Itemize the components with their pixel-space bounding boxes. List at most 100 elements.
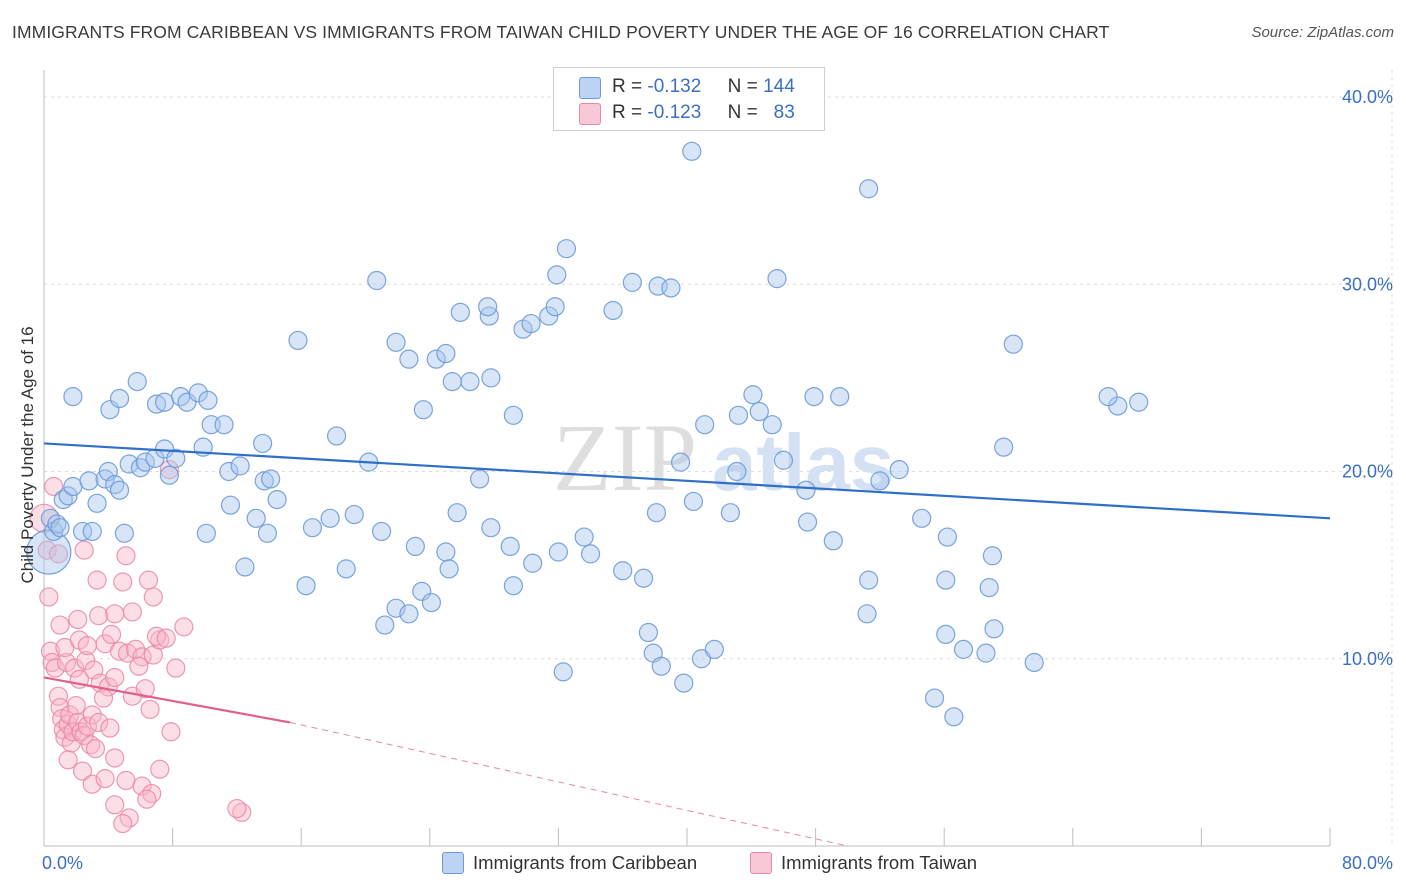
caribbean-point <box>386 332 406 352</box>
caribbean-point <box>870 471 890 491</box>
caribbean-point <box>622 272 642 292</box>
taiwan-point <box>100 718 120 738</box>
caribbean-point <box>1024 652 1044 673</box>
caribbean-point <box>413 400 433 420</box>
caribbean-point <box>253 433 273 454</box>
caribbean-point <box>857 604 877 624</box>
caribbean-point <box>556 239 577 259</box>
caribbean-point <box>503 576 523 596</box>
trend-lines <box>43 442 1331 847</box>
taiwan-point <box>101 624 122 645</box>
caribbean-point <box>574 527 594 547</box>
caribbean-point <box>859 179 879 199</box>
taiwan-point <box>72 761 93 781</box>
caribbean-point <box>214 415 234 435</box>
taiwan-point <box>45 658 65 678</box>
caribbean-point <box>953 639 974 659</box>
r-value-caribbean: -0.132 <box>647 76 702 97</box>
caribbean-point <box>683 491 704 512</box>
caribbean-point <box>936 570 956 590</box>
caribbean-point <box>371 521 392 542</box>
caribbean-swatch <box>579 77 601 99</box>
taiwan-point <box>44 476 64 497</box>
caribbean-point <box>50 518 70 538</box>
taiwan-point <box>39 587 59 607</box>
taiwan-point <box>150 759 170 779</box>
r-label: R = <box>612 76 643 97</box>
caribbean-point <box>720 503 741 523</box>
caribbean-point <box>405 536 425 557</box>
caribbean-point <box>367 270 387 291</box>
caribbean-point <box>442 372 462 392</box>
n-label: N = <box>727 76 758 97</box>
caribbean-point <box>661 278 681 298</box>
caribbean-point <box>246 508 266 528</box>
caribbean-point <box>399 349 419 369</box>
caribbean-point <box>267 489 287 510</box>
y-tick-label: 40.0% <box>1342 87 1393 107</box>
caribbean-point <box>1129 392 1149 412</box>
taiwan-point <box>156 628 176 648</box>
caribbean-legend-swatch <box>442 852 464 874</box>
caribbean-point <box>436 343 456 364</box>
caribbean-point <box>119 454 139 474</box>
caribbean-point <box>682 141 702 161</box>
caribbean-point <box>796 480 816 500</box>
y-tick-label: 30.0% <box>1342 274 1393 294</box>
taiwan-point <box>159 460 179 480</box>
n-label: N = <box>727 102 758 123</box>
caribbean-point <box>695 415 715 435</box>
caribbean-point <box>976 643 996 663</box>
taiwan-point <box>116 770 136 791</box>
caribbean-point <box>375 615 395 635</box>
caribbean-point <box>447 503 467 523</box>
taiwan-point <box>143 587 163 607</box>
taiwan-point <box>122 602 143 622</box>
taiwan-point <box>227 798 247 819</box>
caribbean-point <box>26 529 72 575</box>
caribbean-point <box>344 504 364 525</box>
caribbean-point <box>436 542 456 562</box>
caribbean-point <box>859 570 879 590</box>
chart-title: IMMIGRANTS FROM CARIBBEAN VS IMMIGRANTS … <box>12 22 1110 42</box>
caribbean-point <box>545 297 565 317</box>
caribbean-point <box>613 561 633 581</box>
taiwan-legend-swatch <box>750 852 772 874</box>
taiwan-point <box>82 705 102 725</box>
caribbean-point <box>743 385 763 405</box>
taiwan-point <box>48 544 69 564</box>
caribbean-point <box>548 542 569 562</box>
taiwan-point <box>166 658 186 678</box>
taiwan-point <box>64 658 85 678</box>
y-tick-label: 10.0% <box>1342 649 1393 669</box>
taiwan-point <box>85 739 106 759</box>
caribbean-point <box>219 461 239 482</box>
caribbean-point <box>426 349 446 369</box>
taiwan-legend-label: Immigrants from Taiwan <box>781 852 978 873</box>
caribbean-point <box>82 521 102 542</box>
caribbean-point <box>804 387 824 407</box>
caribbean-point <box>539 306 559 326</box>
taiwan-point <box>74 540 94 560</box>
caribbean-point <box>727 461 747 482</box>
y-tick-label: 20.0% <box>1342 462 1393 482</box>
taiwan-point <box>174 617 194 637</box>
caribbean-point <box>320 508 340 528</box>
caribbean-point <box>470 469 490 489</box>
taiwan-point <box>135 679 155 699</box>
caribbean-point <box>704 639 724 659</box>
caribbean-point <box>651 656 671 676</box>
caribbean-point <box>691 649 712 669</box>
taiwan-point <box>87 570 107 590</box>
caribbean-point <box>326 426 347 446</box>
caribbean-point <box>296 576 316 596</box>
caribbean-point <box>481 518 501 538</box>
caribbean-point <box>984 619 1004 639</box>
caribbean-point <box>944 707 964 727</box>
caribbean-point <box>188 383 208 403</box>
caribbean-point <box>762 415 782 435</box>
caribbean-point <box>553 662 573 682</box>
taiwan-point <box>66 695 86 716</box>
caribbean-point <box>460 372 480 392</box>
caribbean-point <box>547 265 567 285</box>
